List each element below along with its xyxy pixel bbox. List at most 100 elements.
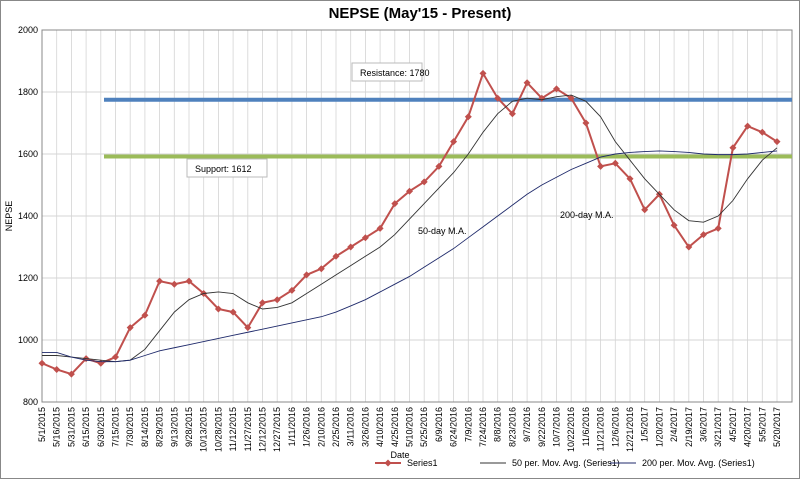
x-tick-label: 9/28/2015 — [184, 407, 194, 447]
data-marker — [126, 324, 134, 332]
data-marker — [156, 277, 164, 285]
x-tick-label: 10/28/2015 — [213, 407, 223, 452]
y-tick-label: 1000 — [18, 335, 38, 345]
x-tick-label: 10/22/2016 — [566, 407, 576, 452]
x-tick-label: 2/19/2017 — [684, 407, 694, 447]
legend-marker — [384, 459, 392, 467]
x-tick-label: 5/16/2015 — [52, 407, 62, 447]
data-marker — [464, 113, 472, 121]
data-marker — [523, 79, 531, 87]
data-marker — [259, 299, 266, 307]
x-tick-label: 12/27/2015 — [272, 407, 282, 452]
y-tick-label: 800 — [23, 397, 38, 407]
data-marker — [361, 234, 369, 242]
data-marker — [494, 94, 502, 102]
x-tick-label: 8/23/2016 — [507, 407, 517, 447]
y-axis-label: NEPSE — [4, 201, 14, 232]
data-marker — [112, 353, 119, 361]
annotation-box — [186, 158, 268, 178]
data-marker — [273, 296, 281, 304]
x-tick-label: 10/7/2016 — [552, 407, 562, 447]
x-tick-label: 11/12/2015 — [228, 407, 238, 451]
x-tick-label: 4/5/2017 — [728, 407, 738, 442]
x-tick-label: 4/20/2017 — [743, 407, 753, 447]
x-tick-label: 11/27/2015 — [243, 407, 253, 451]
annotation: 200-day M.A. — [560, 210, 614, 220]
series-line — [42, 94, 778, 363]
x-tick-label: 9/13/2015 — [169, 407, 179, 447]
x-axis-label: Date — [390, 450, 409, 460]
data-marker — [347, 243, 355, 251]
x-tick-label: 1/5/2017 — [640, 407, 650, 442]
data-marker — [567, 94, 575, 102]
x-tick-label: 3/6/2017 — [699, 407, 709, 442]
x-tick-label: 11/6/2016 — [581, 407, 591, 446]
data-marker — [229, 308, 237, 316]
x-tick-label: 5/31/2015 — [66, 407, 76, 447]
x-tick-label: 7/24/2016 — [478, 407, 488, 447]
data-marker — [332, 252, 340, 260]
data-marker — [479, 69, 487, 77]
legend-label: Series1 — [407, 458, 438, 468]
x-tick-label: 2/25/2016 — [331, 407, 341, 447]
y-tick-label: 1200 — [18, 273, 38, 283]
x-tick-label: 5/10/2016 — [405, 407, 415, 447]
data-marker — [185, 277, 193, 285]
x-tick-label: 9/7/2016 — [522, 407, 532, 442]
data-marker — [641, 206, 649, 214]
x-tick-label: 2/10/2016 — [316, 407, 326, 447]
x-tick-label: 3/21/2017 — [713, 407, 723, 447]
data-marker — [508, 110, 516, 118]
data-marker — [288, 286, 296, 294]
data-marker — [758, 128, 766, 136]
x-tick-label: 2/4/2017 — [669, 407, 679, 442]
data-marker — [670, 221, 678, 229]
data-marker — [303, 271, 311, 279]
legend-label: 50 per. Mov. Avg. (Series1) — [512, 458, 620, 468]
data-marker — [406, 187, 413, 195]
x-tick-label: 8/29/2015 — [155, 407, 165, 447]
x-tick-label: 1/11/2016 — [287, 407, 297, 446]
plot-frame — [41, 29, 793, 403]
data-marker — [244, 324, 252, 332]
x-tick-label: 1/20/2017 — [654, 407, 664, 447]
x-tick-label: 9/22/2016 — [537, 407, 547, 447]
data-marker — [626, 175, 634, 183]
data-marker — [714, 224, 722, 232]
y-tick-label: 1800 — [18, 87, 38, 97]
data-marker — [53, 365, 61, 373]
data-marker — [450, 138, 458, 146]
legend-label: 200 per. Mov. Avg. (Series1) — [642, 458, 755, 468]
x-tick-label: 6/15/2015 — [81, 407, 91, 447]
x-tick-label: 7/15/2015 — [111, 407, 121, 447]
data-marker — [611, 159, 619, 167]
x-tick-label: 11/21/2016 — [596, 407, 606, 451]
x-tick-label: 8/14/2015 — [140, 407, 150, 447]
data-marker — [214, 305, 222, 313]
data-marker — [685, 243, 693, 251]
data-marker — [420, 178, 428, 186]
x-tick-label: 8/8/2016 — [493, 407, 503, 442]
data-marker — [317, 265, 325, 273]
x-tick-label: 4/25/2016 — [390, 407, 400, 447]
x-tick-label: 3/11/2016 — [346, 407, 356, 446]
x-tick-label: 6/24/2016 — [449, 407, 459, 447]
x-tick-label: 1/26/2016 — [302, 407, 312, 447]
x-tick-label: 7/30/2015 — [125, 407, 135, 447]
data-marker — [38, 359, 46, 367]
annotation: 50-day M.A. — [418, 226, 467, 236]
data-marker — [170, 280, 178, 288]
data-marker — [744, 122, 752, 130]
x-tick-label: 6/30/2015 — [96, 407, 106, 447]
annotation: Support: 1612 — [195, 164, 252, 174]
x-tick-label: 10/13/2015 — [199, 407, 209, 452]
data-marker — [553, 85, 560, 93]
data-marker — [391, 200, 399, 208]
x-tick-label: 12/21/2016 — [625, 407, 635, 452]
data-marker — [376, 224, 384, 232]
x-tick-label: 12/6/2016 — [610, 407, 620, 447]
annotation: Resistance: 1780 — [360, 68, 430, 78]
data-marker — [67, 370, 75, 378]
y-tick-label: 1400 — [18, 211, 38, 221]
